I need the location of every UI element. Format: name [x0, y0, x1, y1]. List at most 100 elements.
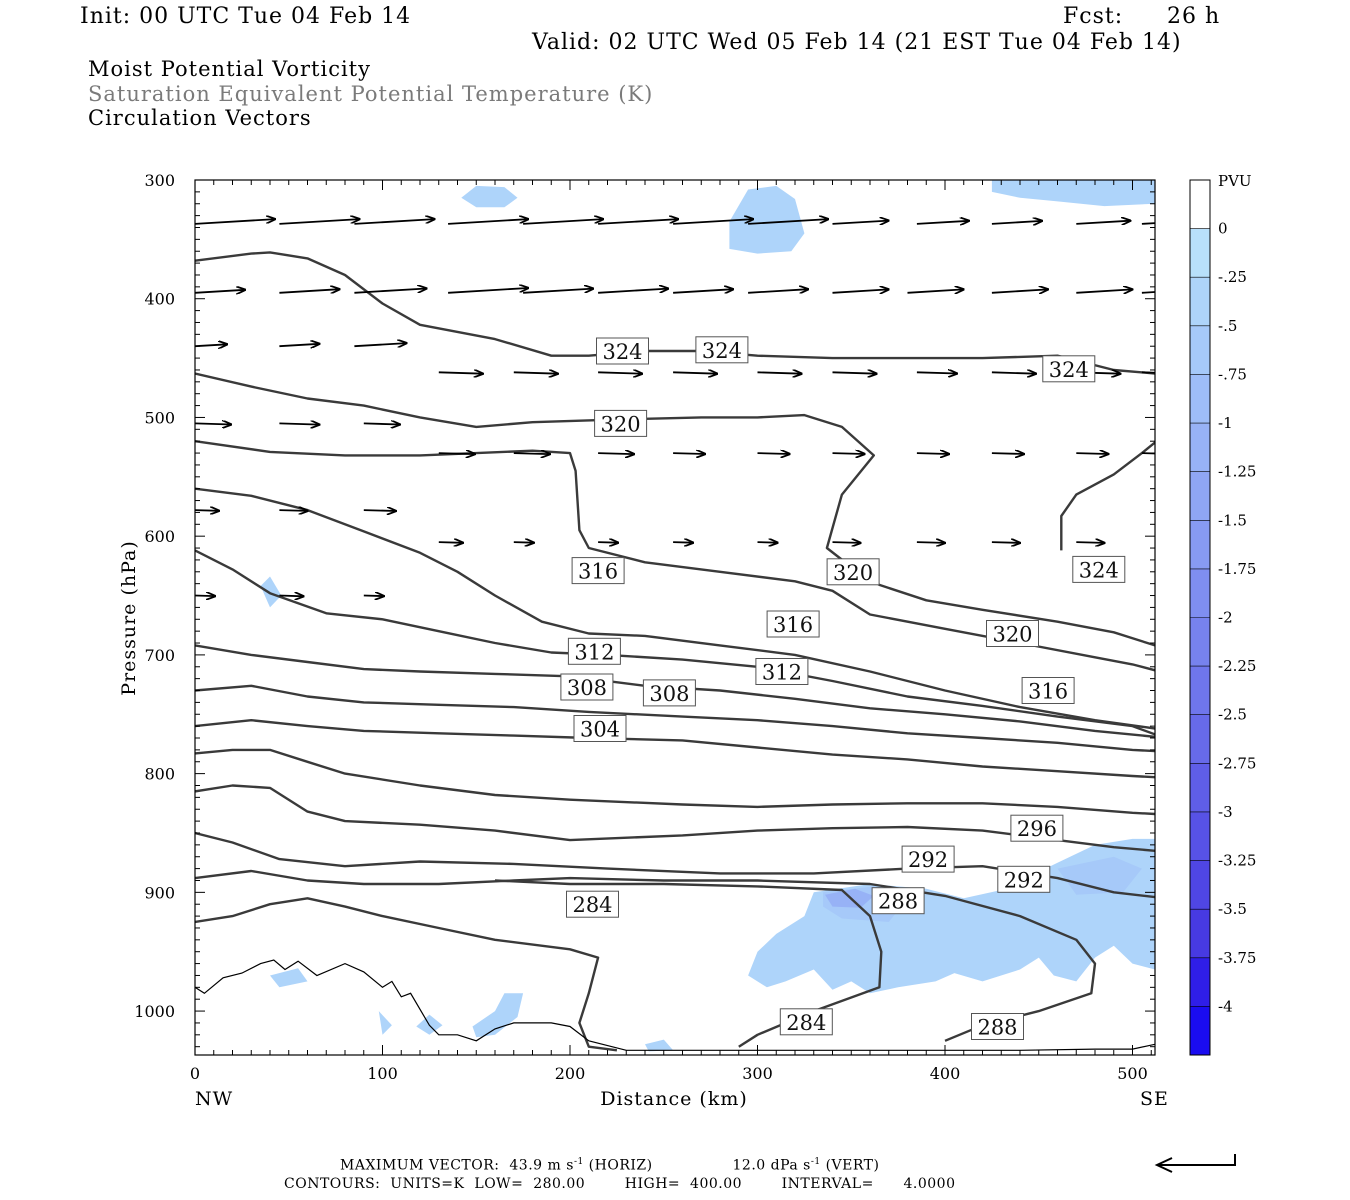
colorbar-label-11: -2.75: [1218, 754, 1256, 772]
y-axis-title: Pressure (hPa): [118, 540, 140, 696]
colorbar-swatch-17: [1190, 1006, 1210, 1056]
vector-arrow-3-0: [438, 372, 483, 373]
pv-region-10: [472, 993, 524, 1038]
pv-region-0: [461, 185, 518, 208]
pv-region-8: [270, 968, 308, 988]
horiz-exp: -1: [573, 1157, 584, 1167]
terrain-line: [195, 959, 1155, 1051]
colorbar-label-5: -1.25: [1218, 463, 1256, 481]
vector-arrow-3-9: [1141, 371, 1155, 374]
init-time: Init: 00 UTC Tue 04 Feb 14: [80, 4, 412, 29]
contour-label-304-7: 304: [573, 715, 627, 742]
svg-text:292: 292: [908, 848, 948, 872]
vector-arrow-7-8: [1076, 542, 1104, 543]
vector-arrow-8-2: [363, 596, 384, 597]
svg-text:304: 304: [580, 718, 620, 742]
vector-arrow-0-3: [448, 219, 528, 225]
vector-arrow-7-5: [832, 542, 861, 543]
vector-arrow-5-6: [916, 453, 949, 454]
vector-arrow-0-2: [354, 219, 434, 225]
vector-arrow-1-9: [907, 289, 964, 292]
vector-arrow-0-10: [991, 221, 1042, 224]
colorbar-swatch-14: [1190, 860, 1210, 910]
vector-arrow-3-2: [598, 372, 642, 373]
vector-arrow-0-12: [1141, 222, 1155, 225]
vector-arrow-0-0: [195, 219, 275, 225]
vector-arrow-1-3: [448, 288, 528, 294]
vector-arrow-0-8: [832, 221, 889, 224]
field-title-vectors: Circulation Vectors: [88, 106, 312, 130]
vector-arrow-5-9: [1141, 452, 1155, 455]
colorbar-label-14: -3.5: [1218, 900, 1247, 918]
vector-arrow-0-4: [523, 219, 603, 225]
colorbar-label-8: -2: [1218, 609, 1233, 627]
theta-contour-324-13: [195, 251, 1155, 375]
x-tick-label-100: 100: [367, 1064, 398, 1083]
forecast-label: Fcst:: [1063, 4, 1124, 29]
contour-label-312-10: 312: [567, 637, 621, 665]
colorbar-swatch-15: [1190, 909, 1210, 959]
field-title-pv: Moist Potential Vorticity: [88, 57, 371, 81]
vert-label: (VERT): [825, 1157, 880, 1174]
vector-arrow-5-0: [438, 453, 475, 454]
vector-arrow-3-1: [513, 372, 558, 373]
contour-label-288-2: 288: [871, 887, 925, 915]
vector-arrow-8-1: [279, 596, 303, 597]
colorbar-label-0: 0: [1218, 220, 1228, 238]
x-tick-label-0: 0: [190, 1064, 200, 1083]
colorbar-swatch-5: [1190, 423, 1210, 473]
vector-arrow-0-5: [598, 219, 678, 225]
colorbar-label-4: -1: [1218, 414, 1233, 432]
contour-label-320-16: 320: [826, 558, 880, 586]
vector-arrow-7-0: [438, 542, 463, 543]
vector-arrow-0-11: [1076, 221, 1130, 224]
theta-contour-304-6: [195, 719, 1155, 779]
svg-text:316: 316: [578, 560, 618, 584]
y-tick-label-800: 800: [144, 765, 175, 784]
contour-label-292-4: 292: [901, 845, 955, 873]
contour-label-312-11: 312: [755, 658, 809, 685]
svg-text:284: 284: [572, 893, 612, 917]
svg-text:308: 308: [649, 682, 689, 706]
y-tick-label-500: 500: [144, 408, 175, 427]
y-tick-label-1000: 1000: [134, 1002, 175, 1021]
vector-arrow-5-8: [1076, 453, 1108, 454]
contour-label-296-6: 296: [1010, 814, 1064, 842]
svg-text:324: 324: [602, 340, 642, 364]
theta-contour-308-7: [195, 684, 1155, 753]
svg-text:316: 316: [773, 613, 813, 637]
colorbar-swatch-2: [1190, 277, 1210, 327]
vector-arrow-1-8: [832, 289, 889, 292]
colorbar-swatch-12: [1190, 763, 1210, 813]
vector-arrow-7-6: [916, 542, 945, 543]
x-tick-label-400: 400: [930, 1064, 961, 1083]
colorbar: PVU 0 -.25 -.5 -.75 -1 -1.25 -1.5 -1.75 -2 -2.25 -2…: [1189, 172, 1256, 1056]
y-tick-label-300: 300: [144, 171, 175, 190]
vector-arrow-6-2: [363, 510, 396, 511]
contour-label-288-3: 288: [971, 1013, 1024, 1040]
circulation-vectors: [195, 219, 1155, 597]
vector-arrow-2-1: [279, 344, 319, 346]
svg-text:320: 320: [601, 412, 641, 436]
vector-arrow-1-7: [748, 289, 808, 293]
x-tick-label-300: 300: [742, 1064, 773, 1083]
y-tick-label-400: 400: [144, 290, 175, 309]
vector-arrow-1-5: [598, 289, 668, 294]
svg-text:324: 324: [702, 339, 742, 363]
colorbar-swatch-16: [1190, 957, 1210, 1007]
vector-arrow-0-6: [673, 219, 753, 225]
contour-label-284-1: 284: [779, 1008, 833, 1036]
pv-region-3: [260, 576, 282, 608]
contour-label-284-0: 284: [566, 890, 619, 918]
contour-labels: 284 284 288 288 292 292 296 304 308 308 312 312 316 3…: [560, 336, 1126, 1040]
colorbar-swatch-3: [1190, 325, 1210, 375]
x-tick-label-500: 500: [1117, 1064, 1148, 1083]
max-vector-line: MAXIMUM VECTOR: 43.9 m s-1 (HORIZ) 12.0 …: [340, 1157, 879, 1174]
vert-value: 12.0 dPa s: [732, 1157, 811, 1174]
vector-arrow-0-1: [279, 219, 359, 225]
x-right-direction: SE: [1140, 1088, 1169, 1110]
vector-arrow-7-7: [991, 542, 1020, 543]
colorbar-label-12: -3: [1218, 803, 1233, 821]
vector-arrow-1-2: [354, 289, 426, 294]
